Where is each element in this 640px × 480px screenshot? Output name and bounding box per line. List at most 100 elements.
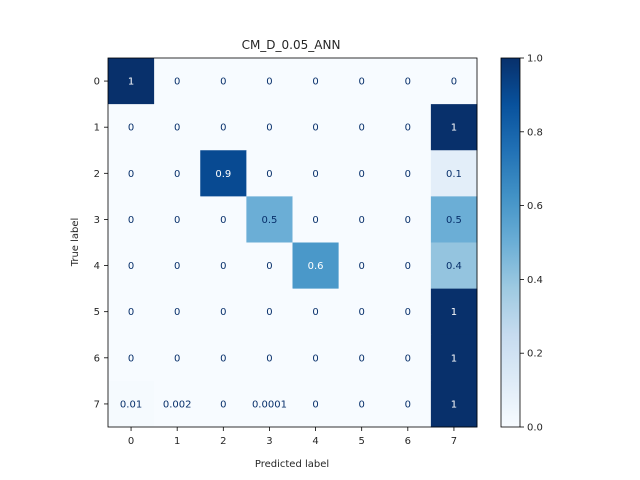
heatmap-cell: [338, 288, 386, 336]
y-tick-label: 1: [94, 123, 100, 134]
heatmap-cell: [384, 104, 432, 151]
y-axis-ticks: 0 1 2 3 4 5 6 7: [94, 77, 108, 410]
heatmap-cell: [338, 150, 386, 197]
cell-value-label: 0: [220, 353, 226, 364]
heatmap-cell: [108, 196, 155, 243]
x-tick-label: 5: [359, 436, 365, 447]
cell-value-label: 0.4: [446, 261, 462, 272]
cell-value-label: 1: [451, 353, 457, 364]
y-tick-label: 6: [94, 353, 100, 364]
heatmap-cell: [108, 150, 155, 197]
heatmap-cell: [430, 380, 478, 428]
heatmap-cell: [292, 242, 340, 290]
cell-value-label: 0: [359, 399, 365, 410]
colorbar: [500, 57, 521, 428]
cell-value-label: 0: [174, 215, 180, 226]
cell-value-label: 0: [405, 215, 411, 226]
cell-value-label: 0: [174, 261, 180, 272]
cell-value-label: 1: [451, 123, 457, 134]
heatmap-cell: [384, 242, 432, 290]
heatmap-cell: [338, 334, 386, 382]
cell-value-label: 0: [128, 353, 134, 364]
cell-value-label: 0: [174, 353, 180, 364]
heatmap-cell: [430, 104, 478, 151]
cell-value-label: 0.01: [120, 399, 142, 410]
heatmap-cell: [246, 242, 293, 290]
cell-value-label: 0: [174, 123, 180, 134]
cell-value-label: 0: [359, 77, 365, 88]
cell-value-label: 0: [220, 215, 226, 226]
cell-value-label: 0.9: [215, 169, 231, 180]
heatmap-cell: [108, 242, 155, 290]
cell-value-label: 0.5: [261, 215, 277, 226]
cell-value-label: 0: [405, 77, 411, 88]
x-axis-label: Predicted label: [255, 459, 329, 470]
heatmap-cell: [384, 58, 432, 105]
heatmap-cell: [430, 196, 478, 243]
heatmap-cell: [246, 150, 293, 197]
cell-value-label: 0.002: [163, 399, 192, 410]
heatmap-cell: [200, 58, 247, 105]
heatmap-cell: [384, 334, 432, 382]
cell-value-label: 0: [312, 353, 318, 364]
cell-value-label: 0: [266, 77, 272, 88]
cell-value-label: 0: [405, 261, 411, 272]
heatmap-cell: [200, 150, 247, 197]
heatmap-cell: [108, 288, 155, 336]
cell-value-label: 0: [266, 169, 272, 180]
cell-value-label: 0: [128, 215, 134, 226]
x-tick-label: 3: [266, 436, 272, 447]
cell-value-label: 0: [312, 215, 318, 226]
heatmap-cell: [292, 58, 340, 105]
cell-value-label: 0: [359, 307, 365, 318]
heatmap-cell: [338, 196, 386, 243]
heatmap-cell: [154, 334, 201, 382]
heatmap-cell: [154, 196, 201, 243]
heatmap-cell: [246, 58, 293, 105]
heatmap-cell: [154, 104, 201, 151]
heatmap-cell: [108, 104, 155, 151]
colorbar-tick-label: 0.2: [527, 349, 543, 360]
heatmap-cell: [338, 58, 386, 105]
cell-value-label: 0: [312, 399, 318, 410]
cell-value-label: 1: [451, 307, 457, 318]
y-axis-label: True label: [70, 218, 81, 268]
heatmap-cell: [338, 104, 386, 151]
y-tick-label: 4: [94, 261, 100, 272]
cell-value-label: 0: [359, 261, 365, 272]
heatmap-cell: [384, 380, 432, 428]
heatmap-cell: [430, 242, 478, 290]
heatmap-cell: [384, 150, 432, 197]
heatmap-cell: [338, 242, 386, 290]
chart-title: CM_D_0.05_ANN: [242, 38, 341, 52]
heatmap-cell: [292, 150, 340, 197]
heatmap-cell: [292, 380, 340, 428]
cell-value-label: 0: [174, 77, 180, 88]
heatmap-cell: [292, 104, 340, 151]
cell-value-label: 0: [266, 307, 272, 318]
heatmap-cell: [200, 380, 247, 428]
cell-value-label: 0: [312, 123, 318, 134]
x-tick-label: 7: [451, 436, 457, 447]
heatmap-cell: [292, 334, 340, 382]
heatmap-cell: [108, 58, 155, 105]
cell-value-label: 0: [220, 307, 226, 318]
y-tick-label: 7: [94, 399, 100, 410]
colorbar-tick-label: 0.0: [527, 423, 543, 434]
cell-value-label: 0: [220, 399, 226, 410]
heatmap-cell: [154, 58, 201, 105]
heatmap-cells: 1 0 0 0 0 0 0 0 0 0 0 0 0 0 0 1 0 0 0.9 0 0 0 0 0.1 0 0 0 0.5 0 0 0 0.5…: [108, 58, 478, 428]
heatmap-cell: [246, 380, 293, 428]
x-tick-label: 1: [174, 436, 180, 447]
colorbar-tick-label: 0.8: [527, 127, 543, 138]
cell-value-label: 0: [405, 307, 411, 318]
cell-value-label: 0: [266, 123, 272, 134]
cell-value-label: 0: [266, 353, 272, 364]
heatmap-cell: [246, 104, 293, 151]
heatmap-cell: [338, 380, 386, 428]
heatmap-cell: [430, 58, 478, 105]
cell-value-label: 0: [128, 169, 134, 180]
cell-value-label: 0: [405, 353, 411, 364]
cell-value-label: 0: [405, 399, 411, 410]
heatmap-cell: [200, 104, 247, 151]
